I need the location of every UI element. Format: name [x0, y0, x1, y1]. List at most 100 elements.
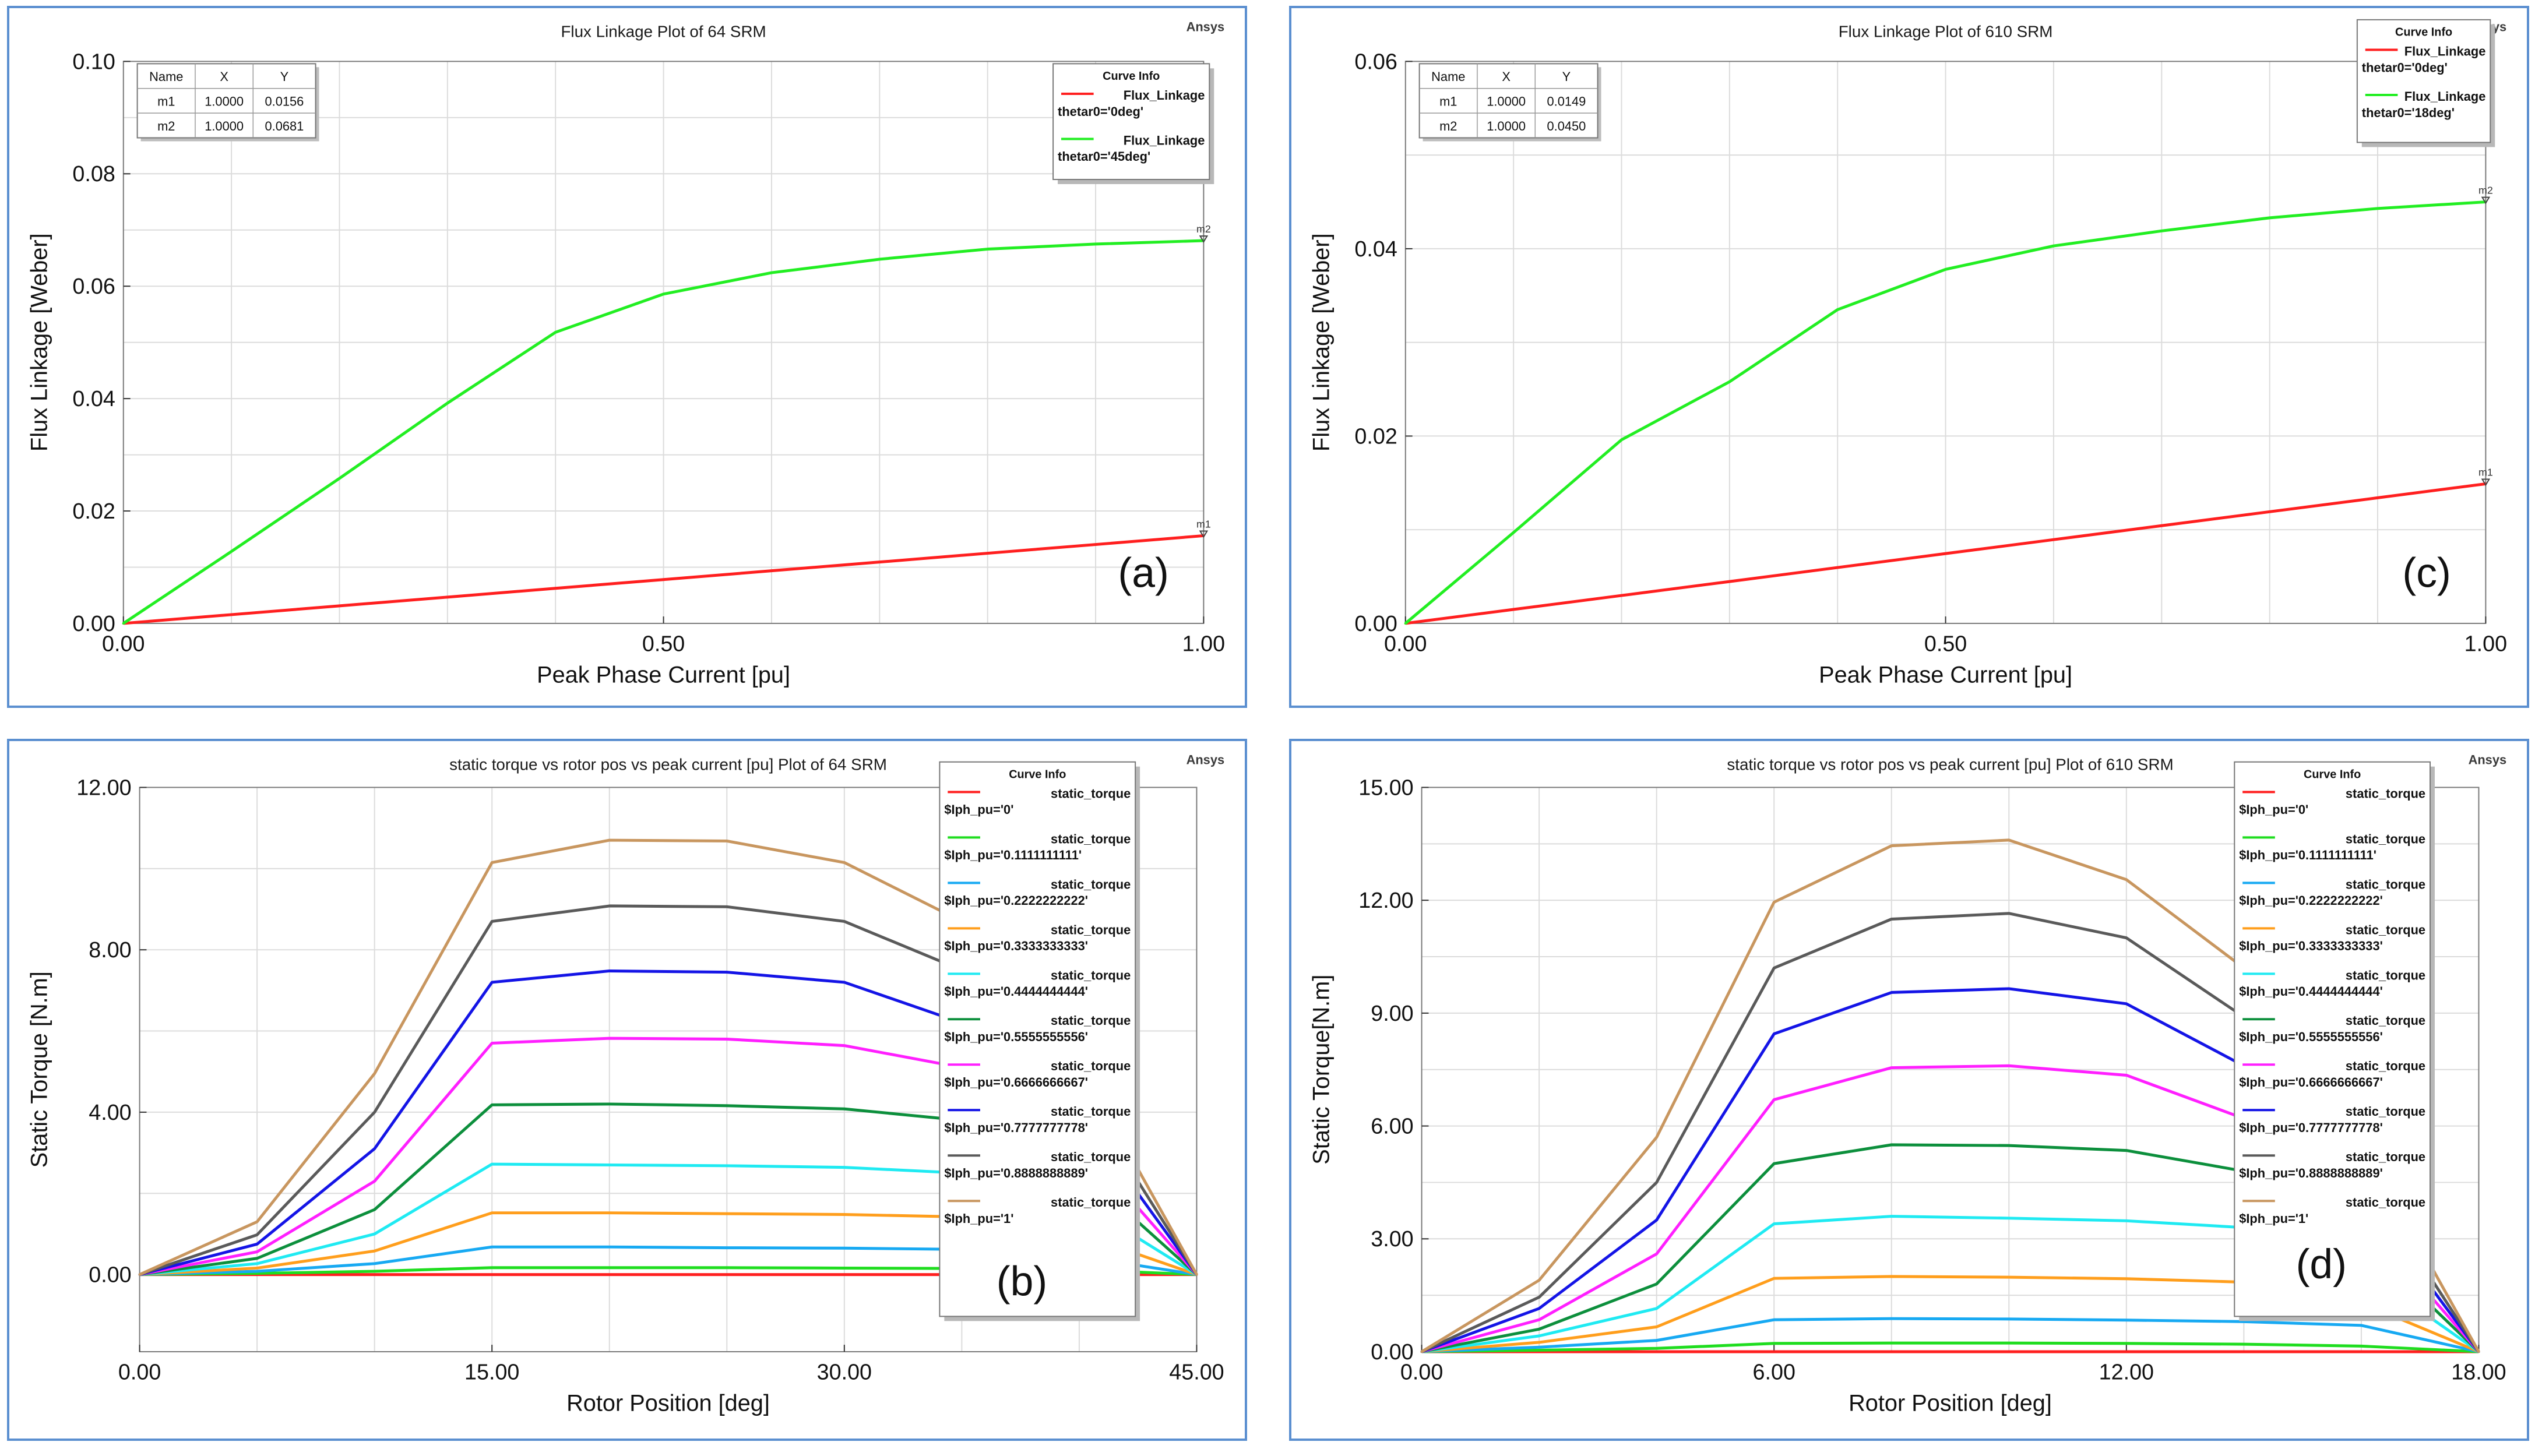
data-point	[373, 1262, 376, 1265]
legend-series-sub: $Iph_pu='0.2222222222'	[2239, 893, 2383, 908]
marker-point-label: m2	[1196, 223, 1211, 235]
data-point	[1655, 1253, 1658, 1256]
data-point	[726, 1164, 728, 1167]
legend-series-sub: $Iph_pu='0.6666666667'	[2239, 1075, 2383, 1090]
legend-series-name: static_torque	[1051, 1059, 1131, 1073]
legend-entry: static_torque $Iph_pu='0.8888888889'	[2239, 1150, 2425, 1180]
data-point	[491, 1042, 494, 1045]
data-point	[373, 1072, 376, 1075]
legend-entry: static_torque $Iph_pu='0.3333333333'	[2239, 922, 2425, 953]
data-point	[1538, 1296, 1541, 1299]
marker-table-cell: 1.0000	[205, 119, 244, 133]
data-point	[2125, 1277, 2128, 1280]
data-point	[1728, 380, 1731, 383]
legend-series-sub: $Iph_pu='0.7777777778'	[944, 1120, 1088, 1135]
ansys-brand: Ansys	[2469, 753, 2507, 767]
legend-series-sub: $Iph_pu='0.4444444444'	[2239, 984, 2383, 999]
y-tick-label: 0.04	[72, 386, 115, 411]
legend-entry: static_torque $Iph_pu='0.3333333333'	[944, 922, 1131, 953]
legend-series-sub: thetar0='0deg'	[1058, 104, 1143, 119]
data-point	[608, 1211, 611, 1214]
data-point	[1538, 1328, 1541, 1331]
data-point	[843, 1247, 846, 1250]
data-point	[2008, 1144, 2011, 1147]
data-point	[2125, 1351, 2128, 1353]
data-point	[491, 1246, 494, 1249]
data-point	[2268, 510, 2271, 513]
marker-table-header: Y	[280, 69, 289, 84]
legend-entry: static_torque $Iph_pu='0.4444444444'	[944, 968, 1131, 999]
data-point	[726, 905, 728, 908]
legend-series-name: static_torque	[2346, 1195, 2425, 1210]
y-tick-label: 0.00	[89, 1263, 131, 1287]
legend-series-sub: $Iph_pu='1'	[2239, 1211, 2308, 1226]
data-point	[1404, 622, 1407, 625]
legend-series-name: static_torque	[2346, 1013, 2425, 1028]
data-point	[1094, 242, 1097, 245]
legend-entry: static_torque $Iph_pu='1'	[2239, 1195, 2425, 1226]
data-point	[1655, 1219, 1658, 1221]
marker-table-box	[1418, 63, 1599, 139]
x-tick-label: 1.00	[1182, 632, 1225, 656]
legend-title: Curve Info	[2395, 26, 2452, 39]
data-point	[2008, 1064, 2011, 1067]
y-axis-label: Flux Linkage [Weber]	[1309, 233, 1335, 452]
data-point	[1538, 1307, 1541, 1310]
data-point	[230, 613, 233, 616]
legend-series-sub: $Iph_pu='0.3333333333'	[2239, 939, 2383, 953]
data-point	[2477, 1351, 2480, 1353]
legend-series-sub: $Iph_pu='0.1111111111'	[2239, 848, 2376, 862]
data-point	[1728, 580, 1731, 583]
data-point	[491, 1163, 494, 1166]
x-tick-label: 0.00	[1400, 1360, 1443, 1384]
data-point	[1773, 967, 1776, 970]
data-point	[1512, 531, 1515, 534]
data-point	[256, 1270, 259, 1273]
data-point	[726, 1038, 728, 1041]
data-point	[726, 1246, 728, 1249]
legend-title: Curve Info	[1009, 768, 1066, 781]
data-point	[373, 1250, 376, 1253]
legend-entry: static_torque $Iph_pu='0.4444444444'	[2239, 968, 2425, 999]
data-point	[878, 258, 881, 260]
x-tick-label: 30.00	[817, 1360, 872, 1384]
data-point	[2008, 987, 2011, 990]
data-point	[2160, 230, 2163, 232]
legend-entry: static_torque $Iph_pu='0.1111111111'	[944, 831, 1131, 862]
data-point	[373, 1273, 376, 1276]
y-tick-label: 8.00	[89, 937, 131, 962]
data-point	[608, 1266, 611, 1269]
legend-series-sub: thetar0='45deg'	[1058, 149, 1150, 164]
legend-box	[939, 761, 1136, 1317]
data-point	[770, 272, 773, 274]
chart-svg: static torque vs rotor pos vs peak curre…	[27, 753, 1225, 1416]
legend-box	[2356, 19, 2491, 143]
data-point	[1773, 1277, 1776, 1280]
marker-table-cell: m1	[1439, 94, 1457, 108]
legend-series-name: static_torque	[2346, 831, 2425, 846]
ansys-brand: Ansys	[1186, 753, 1225, 767]
data-point	[2242, 1320, 2245, 1323]
marker-point-label: m1	[1196, 519, 1211, 530]
data-point	[1890, 1351, 1893, 1353]
legend-entry: static_torque $Iph_pu='0'	[944, 786, 1131, 817]
legend-series-name: static_torque	[1051, 1150, 1131, 1164]
chart-title: Flux Linkage Plot of 610 SRM	[1839, 23, 2053, 41]
y-tick-label: 15.00	[1358, 775, 1413, 799]
data-point	[2008, 1276, 2011, 1279]
legend-entry: static_torque $Iph_pu='1'	[944, 1195, 1131, 1226]
data-point	[491, 1104, 494, 1106]
data-point	[1890, 1342, 1893, 1345]
legend-series-name: static_torque	[2346, 786, 2425, 801]
data-point	[1655, 1325, 1658, 1328]
marker-table-cell: m2	[157, 119, 175, 133]
data-point	[373, 1110, 376, 1113]
legend-series-name: static_torque	[2346, 877, 2425, 891]
data-point	[256, 1243, 259, 1246]
legend: Curve Info static_torque$Iph_pu='0'static…	[939, 761, 1140, 1321]
data-point	[726, 840, 728, 842]
data-point	[554, 587, 557, 590]
legend-series-sub: thetar0='0deg'	[2362, 60, 2448, 75]
data-point	[491, 981, 494, 983]
data-point	[2052, 245, 2055, 248]
